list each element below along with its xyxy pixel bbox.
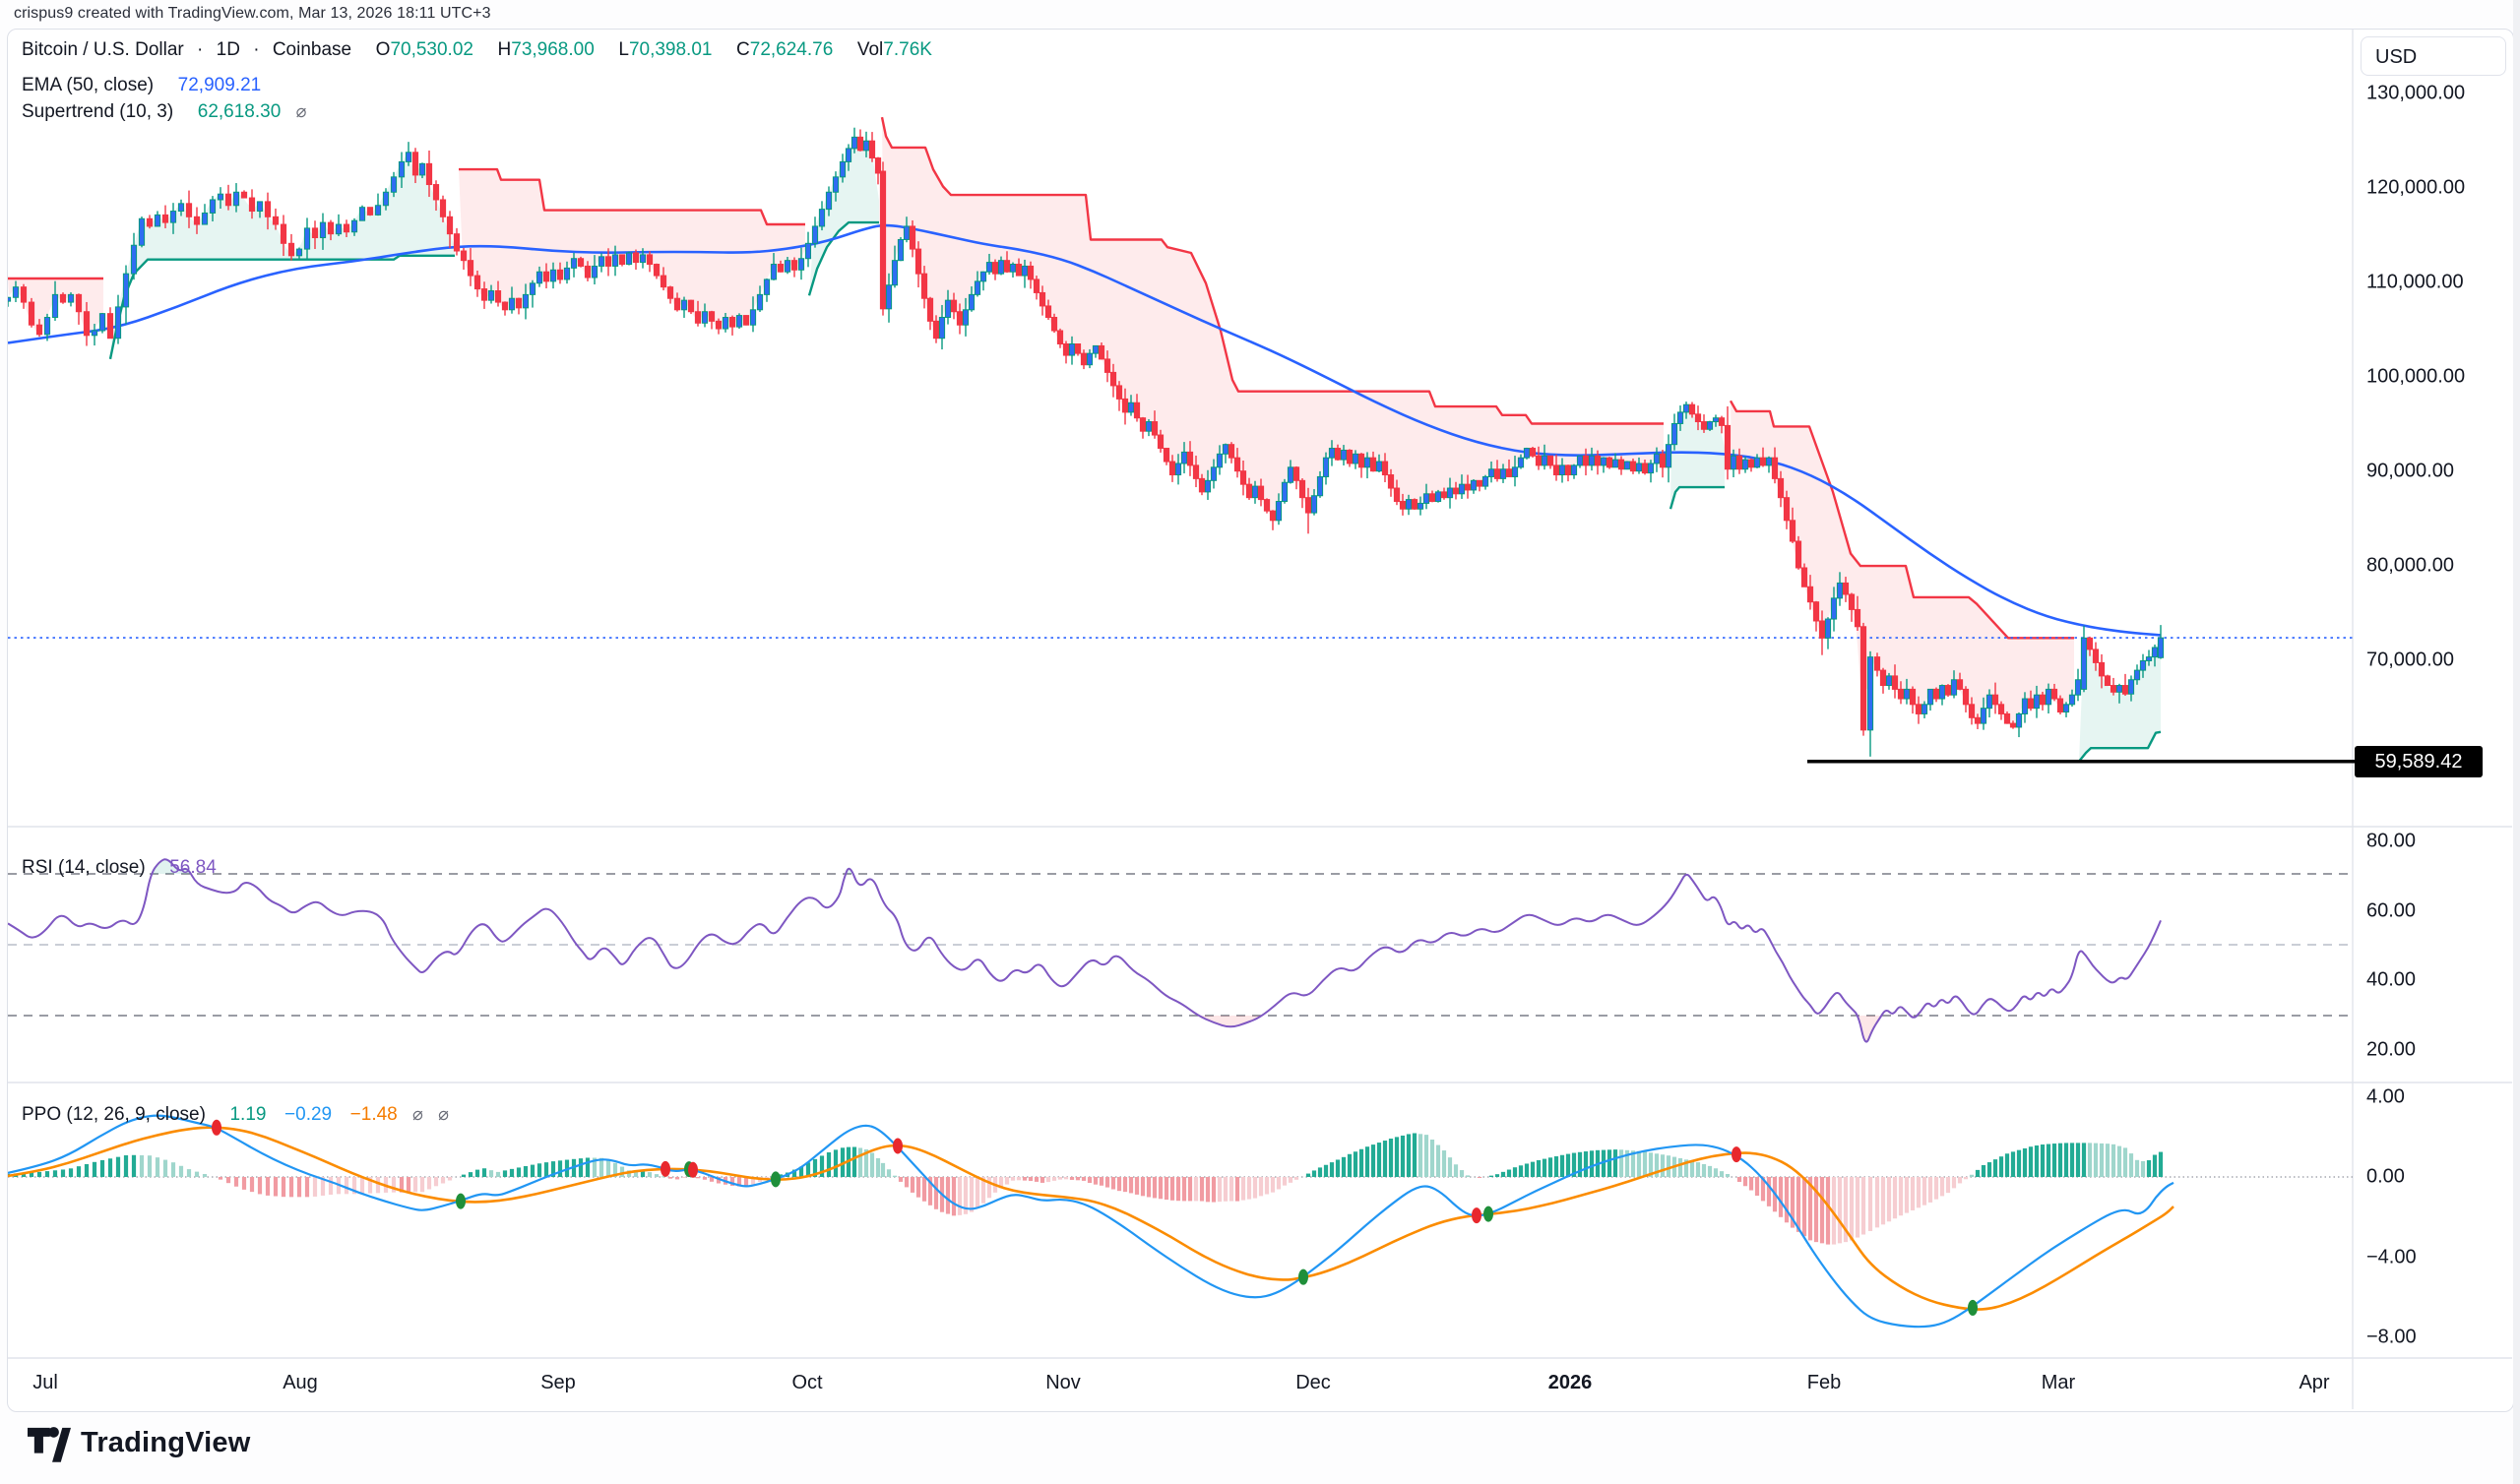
rsi-value: 56.84 <box>169 857 217 878</box>
time-tick-label: Nov <box>1045 1372 1081 1393</box>
close-value: 72,624.76 <box>749 39 834 60</box>
ema-label: EMA (50, close) <box>22 75 155 95</box>
exchange-label: Coinbase <box>272 39 352 60</box>
ppo-value: 1.19 <box>229 1104 267 1125</box>
scroll-strip <box>2513 0 2520 1484</box>
brand-text: TradingView <box>81 1426 251 1458</box>
high-label: H <box>497 39 512 60</box>
ppo-tick-label: 0.00 <box>2366 1165 2405 1188</box>
tradingview-brand-link[interactable]: TradingView <box>28 1423 251 1462</box>
volume-label: Vol <box>856 39 884 60</box>
high-value: 73,968.00 <box>511 39 595 60</box>
hidden-marker-icon: ⌀ <box>412 1104 423 1124</box>
time-tick-label: Mar <box>2041 1372 2076 1393</box>
open-label: O <box>375 39 391 60</box>
rsi-tick-label: 20.00 <box>2366 1038 2417 1060</box>
currency-toggle-button[interactable]: USD <box>2361 36 2506 76</box>
time-tick-label: Apr <box>2299 1372 2330 1393</box>
time-tick-label: Feb <box>1806 1372 1842 1393</box>
symbol-legend-row[interactable]: Bitcoin / U.S. Dollar · 1D · Coinbase O7… <box>22 39 932 60</box>
price-tick-label: 100,000.00 <box>2366 365 2466 387</box>
time-tick-label: Jul <box>32 1372 58 1393</box>
ema-legend-row[interactable]: EMA (50, close) 72,909.21 <box>22 75 261 96</box>
price-tick-label: 70,000.00 <box>2366 649 2454 670</box>
price-tick-label: 110,000.00 <box>2366 271 2464 292</box>
ppo-hist-value: −1.48 <box>349 1104 398 1125</box>
rsi-label: RSI (14, close) <box>22 857 146 878</box>
hidden-marker-icon: ⌀ <box>295 101 307 121</box>
price-tick-label: 90,000.00 <box>2366 460 2454 481</box>
rsi-tick-label: 40.00 <box>2366 968 2417 991</box>
close-label: C <box>736 39 750 60</box>
rsi-tick-label: 80.00 <box>2366 830 2417 852</box>
low-label: L <box>618 39 629 60</box>
price-tick-label: 80,000.00 <box>2366 554 2454 576</box>
ppo-signal-value: −0.29 <box>284 1104 333 1125</box>
low-value: 70,398.01 <box>628 39 713 60</box>
rsi-tick-label: 60.00 <box>2366 899 2417 921</box>
support-level-axis-tag: 59,589.42 <box>2355 745 2483 777</box>
price-tick-label: 130,000.00 <box>2366 82 2466 104</box>
ema-value: 72,909.21 <box>177 75 262 95</box>
attribution-note: crispus9 created with TradingView.com, M… <box>14 5 491 22</box>
ppo-label: PPO (12, 26, 9, close) <box>22 1104 206 1125</box>
hidden-marker-icon: ⌀ <box>438 1104 449 1124</box>
ppo-tick-label: −4.00 <box>2366 1246 2417 1268</box>
time-tick-label: 2026 <box>1547 1372 1593 1393</box>
open-value: 70,530.02 <box>390 39 473 60</box>
supertrend-value: 62,618.30 <box>197 101 282 122</box>
volume-value: 7.76K <box>883 39 932 60</box>
time-tick-label: Oct <box>791 1372 823 1393</box>
ppo-tick-label: 4.00 <box>2366 1085 2405 1108</box>
tradingview-logo-icon <box>28 1427 71 1462</box>
ppo-tick-label: −8.00 <box>2366 1326 2417 1347</box>
time-tick-label: Dec <box>1295 1372 1331 1393</box>
time-tick-label: Sep <box>540 1372 576 1393</box>
time-tick-label: Aug <box>283 1372 318 1393</box>
ppo-legend-row[interactable]: PPO (12, 26, 9, close) 1.19 −0.29 −1.48 … <box>22 1104 449 1126</box>
interval-label: 1D <box>216 39 240 60</box>
supertrend-legend-row[interactable]: Supertrend (10, 3) 62,618.30 ⌀ <box>22 101 306 123</box>
symbol-title: Bitcoin / U.S. Dollar <box>22 39 184 60</box>
rsi-legend-row[interactable]: RSI (14, close) 56.84 <box>22 857 217 879</box>
supertrend-label: Supertrend (10, 3) <box>22 101 174 122</box>
price-tick-label: 120,000.00 <box>2366 176 2466 198</box>
